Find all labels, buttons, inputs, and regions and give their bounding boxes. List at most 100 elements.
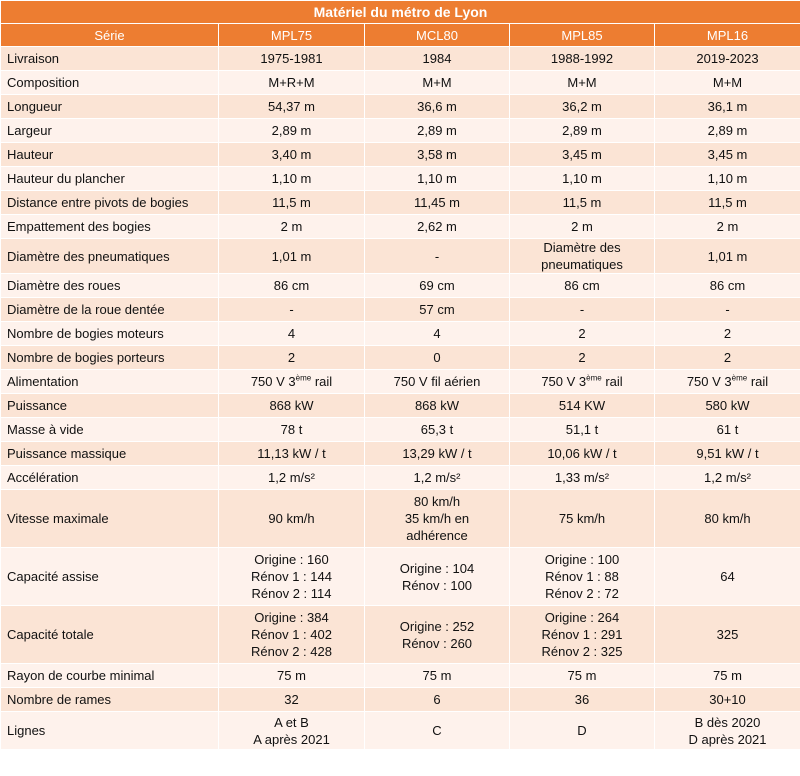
cell-line: Rénov 1 : 291	[541, 627, 623, 642]
cell-line: 86 cm	[709, 278, 746, 293]
table-cell: 75 km/h	[509, 489, 655, 548]
table-row: Diamètre des roues 86 cm 69 cm 86 cm 86 cm	[0, 273, 800, 298]
cell-line: 3,40 m	[271, 147, 312, 162]
row-label: Nombre de rames	[0, 687, 219, 712]
cell-line: 32	[284, 692, 299, 707]
table-cell: Origine : 252 Rénov : 260	[364, 605, 510, 664]
row-label: Empattement des bogies	[0, 214, 219, 239]
cell-line: 2	[578, 350, 586, 365]
table-cell: 10,06 kW / t	[509, 441, 655, 466]
table-row: Hauteur du plancher 1,10 m 1,10 m 1,10 m 1,1…	[0, 166, 800, 191]
table-row: Rayon de courbe minimal 75 m 75 m 75 m 75 m	[0, 663, 800, 688]
table-row: Masse à vide 78 t 65,3 t 51,1 t 61 t	[0, 417, 800, 442]
cell-line: Rénov 2 : 325	[541, 644, 623, 659]
cell-line: 1,01 m	[707, 248, 748, 264]
cell-line: Diamètre des	[543, 240, 621, 255]
table-cell: 9,51 kW / t	[654, 441, 800, 466]
cell-line: 1,10 m	[562, 171, 602, 186]
cell-line: Origine : 384	[254, 610, 329, 625]
cell-line: 2	[578, 326, 586, 341]
cell-text: rail	[747, 374, 769, 389]
cell-line: 2	[723, 350, 732, 365]
cell-line: A et B	[274, 714, 309, 730]
cell-line: 6	[433, 692, 441, 707]
cell-line: 3,58 m	[417, 147, 457, 162]
cell-line: adhérence	[406, 528, 468, 543]
table-cell: 2	[218, 345, 365, 370]
cell-line: 2 m	[280, 219, 303, 234]
table-cell: 2 m	[218, 214, 365, 239]
cell-line: 65,3 t	[420, 422, 454, 437]
table-cell: 3,40 m	[218, 142, 365, 167]
row-label: Masse à vide	[0, 417, 219, 442]
cell-line: 35 km/h en	[404, 511, 470, 526]
cell-line: 325	[716, 627, 739, 642]
cell-line: 580 kW	[705, 398, 750, 413]
cell-line: 4	[433, 326, 441, 341]
cell-line: Rénov : 260	[401, 635, 473, 651]
cell-line: 1,2 m/s²	[704, 470, 751, 485]
cell-line: 2,89 m	[707, 123, 748, 138]
cell-line: 36,6 m	[417, 99, 457, 114]
cell-line: 750 V 3ème rail	[223, 373, 360, 390]
cell-line: 2 m	[716, 219, 739, 234]
table-cell: 64	[654, 547, 800, 606]
table-cell: 2	[654, 345, 800, 370]
cell-line: -	[725, 302, 730, 317]
table-row: Vitesse maximale 90 km/h 80 km/h 35 km/h en…	[0, 489, 800, 548]
table-cell: 2,89 m	[509, 118, 655, 143]
table-row: Empattement des bogies 2 m 2,62 m 2 m 2 m	[0, 214, 800, 239]
table-cell: 36,6 m	[364, 94, 510, 119]
table-cell: 750 V 3ème rail	[218, 369, 365, 394]
table-cell: -	[364, 238, 510, 274]
cell-text: rail	[601, 374, 623, 389]
cell-line: 1984	[422, 51, 452, 66]
header-cell: MPL85	[509, 23, 655, 47]
cell-line: Origine : 100	[544, 552, 620, 567]
table-cell: 750 V 3ème rail	[654, 369, 800, 394]
table-cell: Origine : 104 Rénov : 100	[364, 547, 510, 606]
cell-line: pneumatiques	[541, 257, 623, 272]
cell-line: 0	[433, 350, 441, 365]
cell-line: M+M	[567, 75, 597, 90]
cell-line: Rénov : 100	[401, 577, 473, 593]
table-cell: 2019-2023	[654, 46, 800, 71]
cell-line: Origine : 160	[254, 552, 329, 567]
table-row: Diamètre des pneumatiques 1,01 m - Diamètre…	[0, 238, 800, 274]
table-cell: D	[509, 711, 655, 750]
cell-line: Rénov 1 : 144	[251, 569, 332, 584]
cell-line: Origine : 264	[544, 610, 620, 625]
table-cell: 65,3 t	[364, 417, 510, 442]
table-cell: 1,2 m/s²	[364, 465, 510, 490]
table-cell: 6	[364, 687, 510, 712]
table-cell: 75 m	[654, 663, 800, 688]
table-cell: 868 kW	[218, 393, 365, 418]
cell-line: 868 kW	[269, 398, 314, 413]
cell-line: Rénov 2 : 114	[251, 586, 332, 601]
table-cell: 75 m	[509, 663, 655, 688]
cell-line: 2019-2023	[696, 51, 759, 66]
table-cell: -	[509, 297, 655, 322]
cell-line: 1988-1992	[550, 51, 614, 66]
table-cell: 2,89 m	[364, 118, 510, 143]
cell-line: 75 km/h	[558, 511, 606, 526]
title-row: Matériel du métro de Lyon	[0, 0, 800, 24]
cell-line: 90 km/h	[268, 511, 315, 526]
cell-line: 75 m	[422, 668, 452, 683]
table-cell: 1,10 m	[218, 166, 365, 191]
cell-line: 1,10 m	[271, 171, 312, 186]
row-label: Longueur	[0, 94, 219, 119]
table-cell: 13,29 kW / t	[364, 441, 510, 466]
table-row: Nombre de bogies moteurs 4 4 2 2	[0, 321, 800, 346]
table-cell: 1,10 m	[364, 166, 510, 191]
cell-line: Origine : 252	[399, 618, 475, 634]
table-cell: -	[654, 297, 800, 322]
cell-text: 750 V 3	[686, 374, 732, 389]
table-row: Puissance massique 11,13 kW / t 13,29 kW /…	[0, 441, 800, 466]
table-cell: 80 km/h 35 km/h en adhérence	[364, 489, 510, 548]
table-cell: 11,5 m	[218, 190, 365, 215]
table-cell: 1,01 m	[654, 238, 800, 274]
table-cell: 750 V 3ème rail	[509, 369, 655, 394]
table-cell: 1975-1981	[218, 46, 365, 71]
cell-line: 868 kW	[414, 398, 460, 413]
